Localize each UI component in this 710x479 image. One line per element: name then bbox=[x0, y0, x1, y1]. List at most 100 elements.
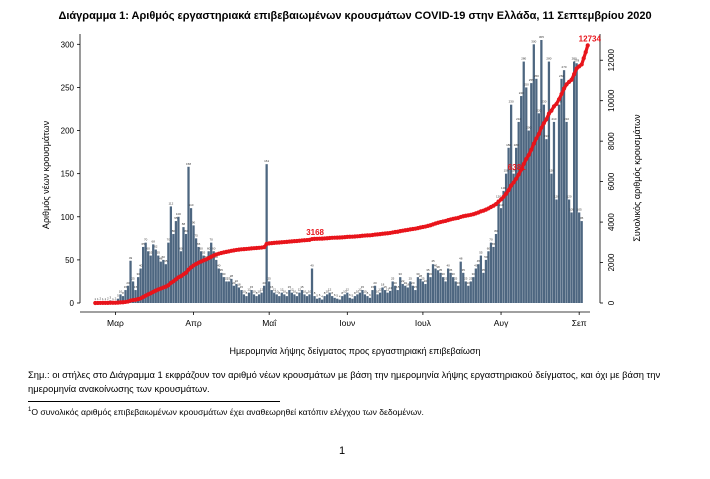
bar bbox=[232, 285, 236, 303]
bar-label: 110 bbox=[189, 203, 194, 207]
bar-label: 25 bbox=[409, 276, 413, 280]
y2-tick-label: 2000 bbox=[607, 253, 616, 271]
bar-label: 12 bbox=[346, 288, 350, 292]
bar-label: 50 bbox=[162, 255, 166, 259]
bar bbox=[124, 290, 127, 303]
bar bbox=[575, 63, 578, 303]
bar bbox=[434, 268, 437, 303]
bar bbox=[144, 242, 147, 303]
bar-label: 20 bbox=[411, 281, 415, 285]
bar-label: 150 bbox=[549, 169, 554, 173]
x-tick-label: Σεπ bbox=[572, 318, 587, 328]
bars-layer bbox=[94, 40, 583, 304]
cumulative-point bbox=[554, 101, 559, 107]
bar bbox=[187, 166, 190, 303]
bar-label: 22 bbox=[401, 279, 405, 283]
bar bbox=[376, 294, 379, 303]
bar bbox=[464, 281, 467, 303]
y-tick-label: 100 bbox=[61, 213, 75, 222]
bar bbox=[416, 277, 420, 303]
bar bbox=[270, 290, 273, 303]
bar bbox=[509, 104, 513, 303]
bar-label: 25 bbox=[454, 276, 458, 280]
bar bbox=[164, 264, 167, 303]
bar-label: 40 bbox=[310, 264, 314, 268]
bar bbox=[353, 296, 356, 303]
bar-label: 30 bbox=[451, 272, 455, 276]
bar bbox=[530, 83, 533, 303]
bar bbox=[537, 113, 540, 303]
bar bbox=[290, 292, 293, 303]
bar-label: 15 bbox=[240, 285, 244, 289]
bar-label: 230 bbox=[509, 100, 514, 104]
bar-label: 12 bbox=[358, 288, 362, 292]
bar bbox=[313, 296, 316, 303]
bar bbox=[545, 139, 548, 303]
bar-label: 50 bbox=[215, 255, 219, 259]
bar bbox=[331, 296, 334, 303]
cumulative-point bbox=[511, 180, 516, 185]
bar-label: 25 bbox=[225, 276, 229, 280]
bar bbox=[429, 277, 432, 303]
bar-label: 8 bbox=[122, 291, 124, 295]
cumulative-point bbox=[549, 108, 554, 113]
cumulative-point bbox=[519, 167, 524, 172]
bar bbox=[288, 290, 291, 303]
bar-label: 10 bbox=[252, 289, 256, 293]
bar-label: 5 bbox=[316, 294, 318, 298]
bar bbox=[580, 221, 583, 303]
bar bbox=[147, 251, 150, 303]
x-tick-label: Ιουν bbox=[339, 318, 355, 328]
bar bbox=[555, 199, 558, 303]
bar-label: 150 bbox=[504, 169, 509, 173]
bar bbox=[522, 61, 525, 304]
bar-label: 4 bbox=[321, 295, 323, 299]
bar bbox=[134, 290, 137, 303]
bar bbox=[484, 259, 488, 303]
bar bbox=[391, 281, 394, 303]
cumulative-point bbox=[514, 176, 519, 181]
bar bbox=[578, 212, 581, 303]
bar bbox=[220, 272, 223, 303]
bar-label: 105 bbox=[569, 207, 574, 211]
bar bbox=[169, 206, 173, 303]
cumulative-point bbox=[524, 156, 529, 162]
bar-label: 49 bbox=[129, 256, 133, 260]
bar bbox=[373, 285, 377, 303]
bar-label: 8 bbox=[306, 291, 308, 295]
bar-label: 28 bbox=[230, 274, 234, 278]
cumulative-point bbox=[541, 121, 546, 126]
bar bbox=[328, 292, 331, 303]
bar-label: 10 bbox=[343, 289, 347, 293]
bar bbox=[439, 272, 442, 303]
cumulative-annotation: 6381 bbox=[508, 163, 526, 172]
axes-layer: 0501001502002503000200040006000800010000… bbox=[61, 34, 616, 328]
bar bbox=[262, 285, 266, 303]
y2-tick-label: 10000 bbox=[607, 89, 616, 112]
bar-label: 6 bbox=[369, 293, 371, 297]
bar bbox=[159, 261, 162, 303]
bar bbox=[237, 287, 241, 303]
bar-label: 8 bbox=[354, 291, 356, 295]
bar-label: 240 bbox=[519, 91, 524, 95]
bar bbox=[552, 121, 556, 303]
bar bbox=[126, 285, 130, 303]
bar-label: 75 bbox=[194, 233, 198, 237]
bar bbox=[507, 147, 510, 303]
bar-label: 48 bbox=[159, 257, 163, 261]
bar-label: 68 bbox=[152, 239, 156, 243]
bar-label: 12 bbox=[247, 288, 251, 292]
bar-label: 15 bbox=[134, 285, 138, 289]
y2-tick-label: 0 bbox=[607, 300, 616, 305]
bar bbox=[199, 251, 203, 303]
bar bbox=[557, 104, 561, 303]
bar bbox=[252, 294, 256, 303]
bar bbox=[449, 272, 452, 303]
bar bbox=[459, 261, 462, 303]
bar-label: 10 bbox=[376, 289, 380, 293]
bar-label: 35 bbox=[482, 268, 486, 272]
bar bbox=[131, 281, 135, 303]
bar bbox=[315, 298, 319, 303]
bar-label: 14 bbox=[388, 286, 392, 290]
